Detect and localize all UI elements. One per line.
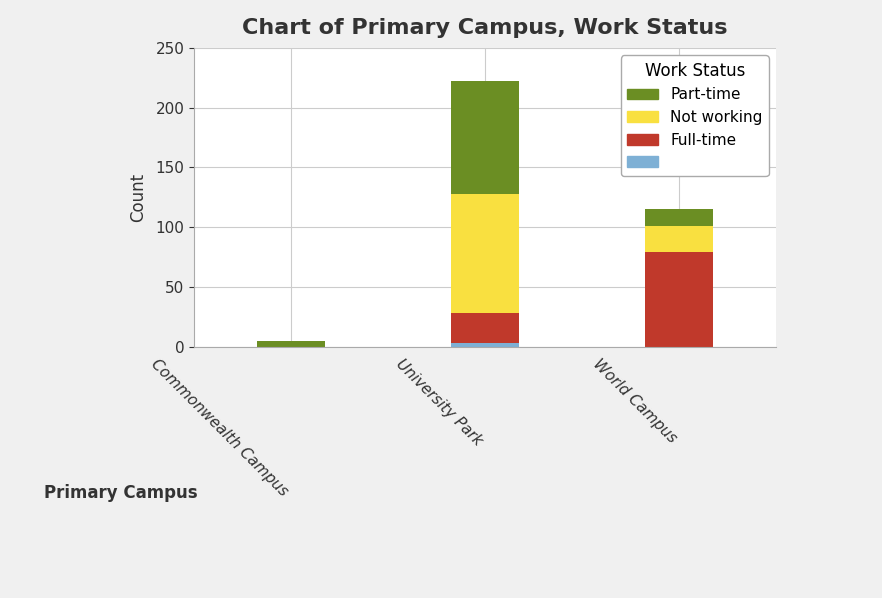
Bar (452, 313, 519, 343)
Bar (646, 252, 713, 347)
Bar (452, 343, 519, 347)
Text: Primary Campus: Primary Campus (44, 484, 198, 502)
Bar (258, 341, 325, 347)
Legend: Part-time, Not working, Full-time, : Part-time, Not working, Full-time, (621, 56, 768, 176)
Y-axis label: Count: Count (129, 173, 147, 222)
Title: Chart of Primary Campus, Work Status: Chart of Primary Campus, Work Status (243, 18, 728, 38)
Bar (646, 209, 713, 226)
Bar (452, 81, 519, 194)
Bar (646, 226, 713, 252)
Bar (452, 194, 519, 313)
